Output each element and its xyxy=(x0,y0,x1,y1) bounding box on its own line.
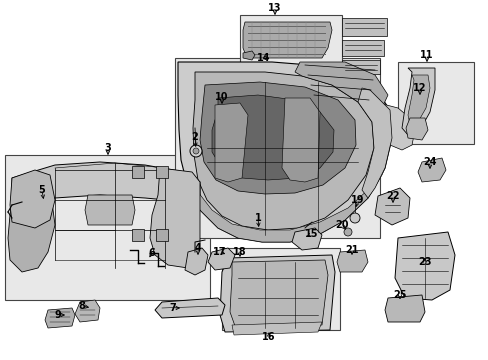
PathPatch shape xyxy=(193,72,373,230)
Text: 15: 15 xyxy=(305,229,318,239)
Text: 14: 14 xyxy=(257,53,270,63)
PathPatch shape xyxy=(220,255,334,332)
PathPatch shape xyxy=(75,300,100,322)
PathPatch shape xyxy=(405,118,427,140)
Circle shape xyxy=(343,228,351,236)
Text: 4: 4 xyxy=(194,243,201,253)
PathPatch shape xyxy=(212,95,333,180)
Text: 6: 6 xyxy=(148,248,155,258)
PathPatch shape xyxy=(8,195,55,272)
PathPatch shape xyxy=(85,195,135,225)
Text: 25: 25 xyxy=(392,290,406,300)
Bar xyxy=(5,155,209,300)
PathPatch shape xyxy=(178,62,391,242)
Text: 24: 24 xyxy=(423,157,436,167)
PathPatch shape xyxy=(243,51,254,60)
PathPatch shape xyxy=(18,188,52,222)
PathPatch shape xyxy=(184,248,207,275)
PathPatch shape xyxy=(184,168,384,242)
PathPatch shape xyxy=(10,170,55,228)
PathPatch shape xyxy=(384,295,424,322)
PathPatch shape xyxy=(229,260,327,326)
Circle shape xyxy=(349,213,359,223)
PathPatch shape xyxy=(371,102,414,150)
Circle shape xyxy=(190,145,202,157)
Bar xyxy=(341,60,379,74)
Circle shape xyxy=(193,148,199,154)
PathPatch shape xyxy=(45,308,75,328)
Text: 7: 7 xyxy=(169,303,176,313)
PathPatch shape xyxy=(155,298,224,318)
Bar xyxy=(341,18,386,36)
PathPatch shape xyxy=(407,75,429,125)
PathPatch shape xyxy=(200,82,355,194)
PathPatch shape xyxy=(374,188,409,225)
Text: 12: 12 xyxy=(412,83,426,93)
PathPatch shape xyxy=(150,168,200,268)
Text: 3: 3 xyxy=(104,143,111,153)
Bar xyxy=(175,58,379,238)
Text: 8: 8 xyxy=(79,301,85,311)
Text: 20: 20 xyxy=(335,220,348,230)
Bar xyxy=(132,229,143,241)
Text: 9: 9 xyxy=(55,310,61,320)
Bar xyxy=(240,15,341,77)
Text: 17: 17 xyxy=(213,247,226,257)
PathPatch shape xyxy=(401,68,434,135)
Bar xyxy=(156,229,168,241)
Text: 21: 21 xyxy=(345,245,358,255)
PathPatch shape xyxy=(282,98,319,182)
Bar xyxy=(132,166,143,178)
Text: 1: 1 xyxy=(254,213,261,223)
Bar xyxy=(156,166,168,178)
Text: 11: 11 xyxy=(419,50,433,60)
Text: 13: 13 xyxy=(268,3,281,13)
Text: 2: 2 xyxy=(191,132,198,142)
Text: 18: 18 xyxy=(233,247,246,257)
PathPatch shape xyxy=(231,322,321,335)
PathPatch shape xyxy=(243,22,331,58)
Text: 10: 10 xyxy=(215,92,228,102)
PathPatch shape xyxy=(417,158,445,182)
Text: 22: 22 xyxy=(386,191,399,201)
Bar xyxy=(222,248,339,330)
PathPatch shape xyxy=(12,162,200,208)
PathPatch shape xyxy=(207,248,235,270)
PathPatch shape xyxy=(336,250,367,272)
PathPatch shape xyxy=(291,228,321,250)
Text: 5: 5 xyxy=(39,185,45,195)
PathPatch shape xyxy=(215,103,247,182)
PathPatch shape xyxy=(294,62,387,108)
Bar xyxy=(341,40,383,56)
PathPatch shape xyxy=(357,88,391,198)
Text: 23: 23 xyxy=(417,257,431,267)
PathPatch shape xyxy=(394,232,454,300)
Text: 16: 16 xyxy=(262,332,275,342)
Text: 19: 19 xyxy=(350,195,364,205)
Bar xyxy=(397,62,473,144)
